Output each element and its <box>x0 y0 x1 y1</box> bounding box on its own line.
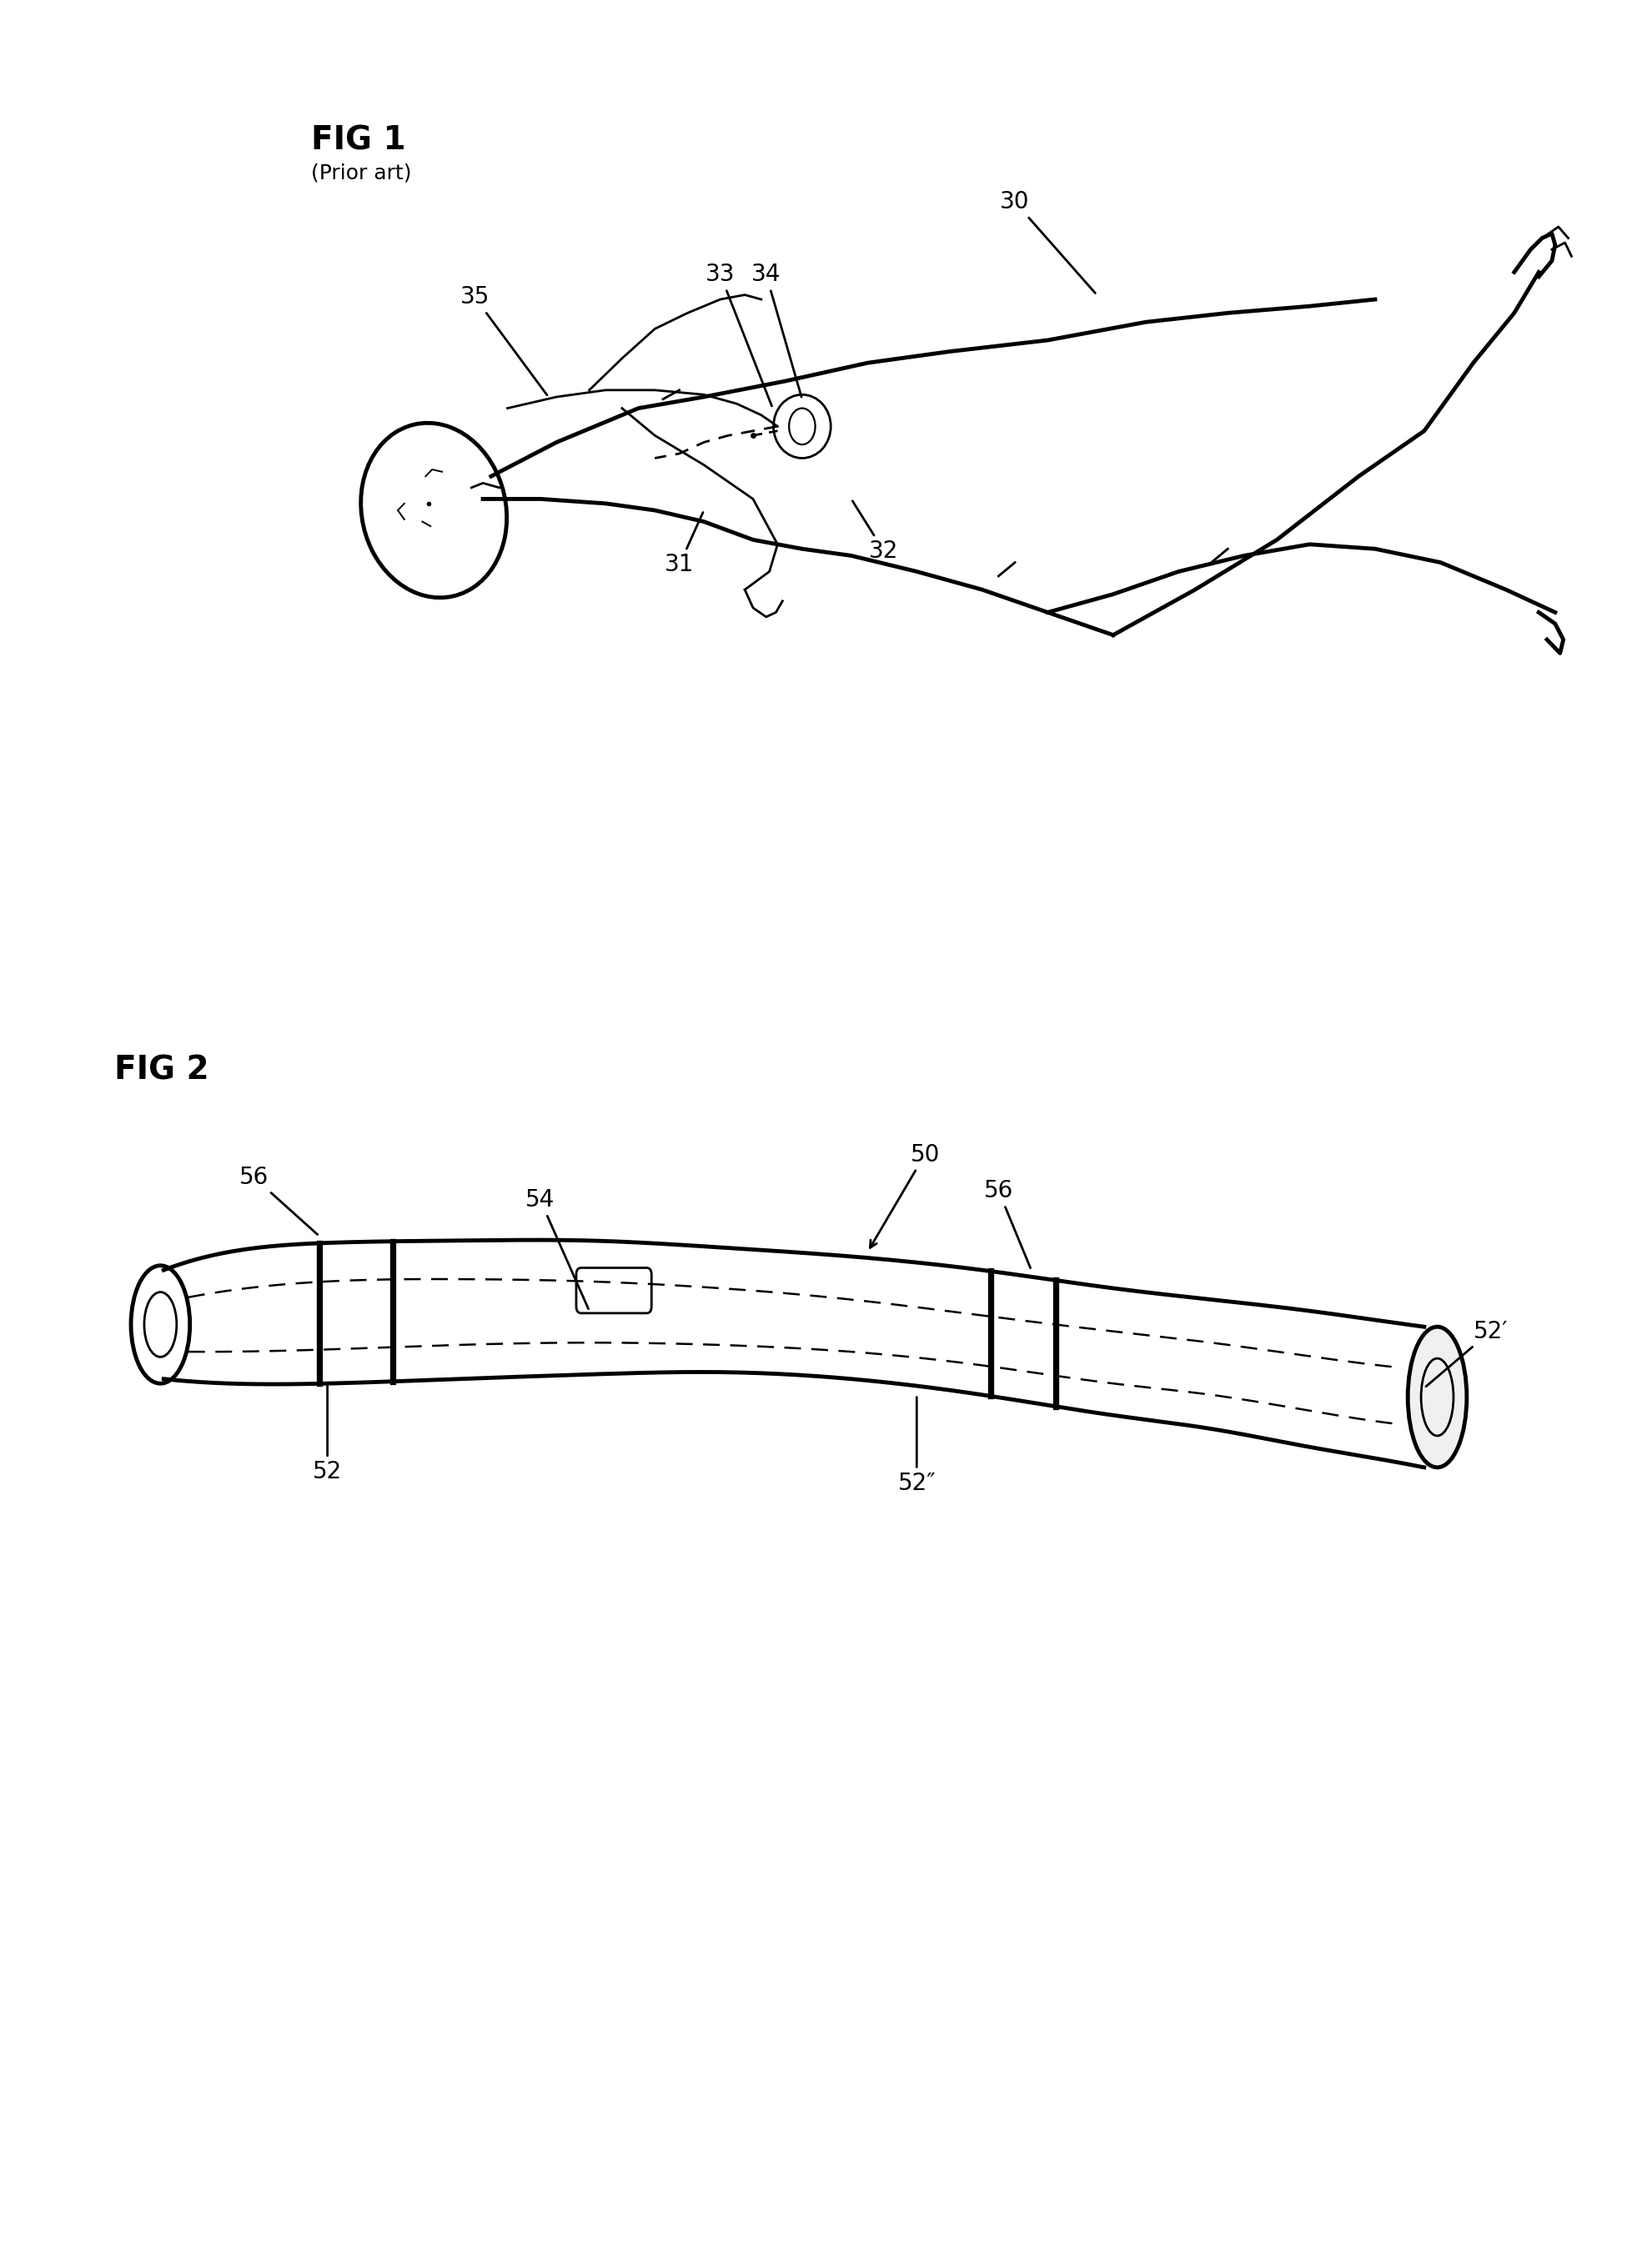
Text: 50: 50 <box>871 1143 940 1247</box>
Text: FIG 2: FIG 2 <box>115 1055 210 1086</box>
Text: 52′: 52′ <box>1426 1320 1508 1386</box>
Text: 33: 33 <box>706 263 771 406</box>
Text: 54: 54 <box>525 1188 588 1309</box>
Text: 30: 30 <box>1000 191 1095 293</box>
Text: 56: 56 <box>984 1179 1030 1268</box>
Text: (Prior art): (Prior art) <box>311 163 411 184</box>
Text: 56: 56 <box>239 1166 318 1234</box>
Text: 31: 31 <box>665 513 702 576</box>
Text: 35: 35 <box>460 286 547 395</box>
Text: 52″: 52″ <box>897 1397 936 1495</box>
Text: FIG 1: FIG 1 <box>311 125 406 156</box>
Text: 52: 52 <box>313 1386 342 1483</box>
Ellipse shape <box>1408 1327 1467 1467</box>
Text: 34: 34 <box>751 263 802 397</box>
Text: 32: 32 <box>853 501 899 562</box>
